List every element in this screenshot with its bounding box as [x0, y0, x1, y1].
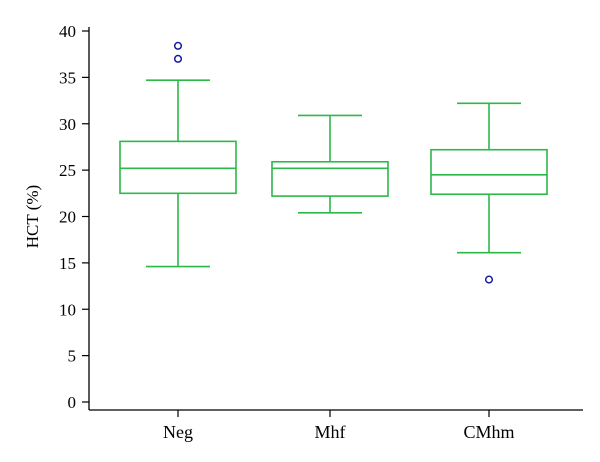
y-tick-label: 0	[68, 393, 77, 412]
y-ticks: 0 5 10 15 20 25 30 35 40	[59, 22, 89, 412]
outlier-point	[484, 275, 494, 284]
box-cmhm	[430, 102, 548, 284]
boxes	[119, 41, 548, 284]
y-tick-label: 30	[59, 115, 76, 134]
y-tick-label: 5	[68, 347, 77, 366]
box-mhf	[271, 114, 389, 214]
outlier-point	[173, 41, 183, 50]
outlier-point	[173, 54, 183, 63]
y-axis-title: HCT (%)	[23, 185, 42, 248]
y-tick-label: 35	[59, 68, 76, 87]
box-iqr	[119, 140, 237, 195]
x-tick-label: CMhm	[463, 422, 514, 442]
box-neg	[119, 41, 237, 268]
x-ticks: Neg Mhf CMhm	[163, 410, 515, 442]
y-tick-label: 20	[59, 208, 76, 227]
box-iqr	[271, 160, 389, 197]
box-iqr	[430, 148, 548, 196]
y-tick-label: 40	[59, 22, 76, 41]
y-tick-label: 10	[59, 300, 76, 319]
y-tick-label: 25	[59, 161, 76, 180]
x-tick-label: Mhf	[315, 422, 346, 442]
x-tick-label: Neg	[163, 422, 193, 442]
y-tick-label: 15	[59, 254, 76, 273]
axes	[88, 27, 583, 411]
